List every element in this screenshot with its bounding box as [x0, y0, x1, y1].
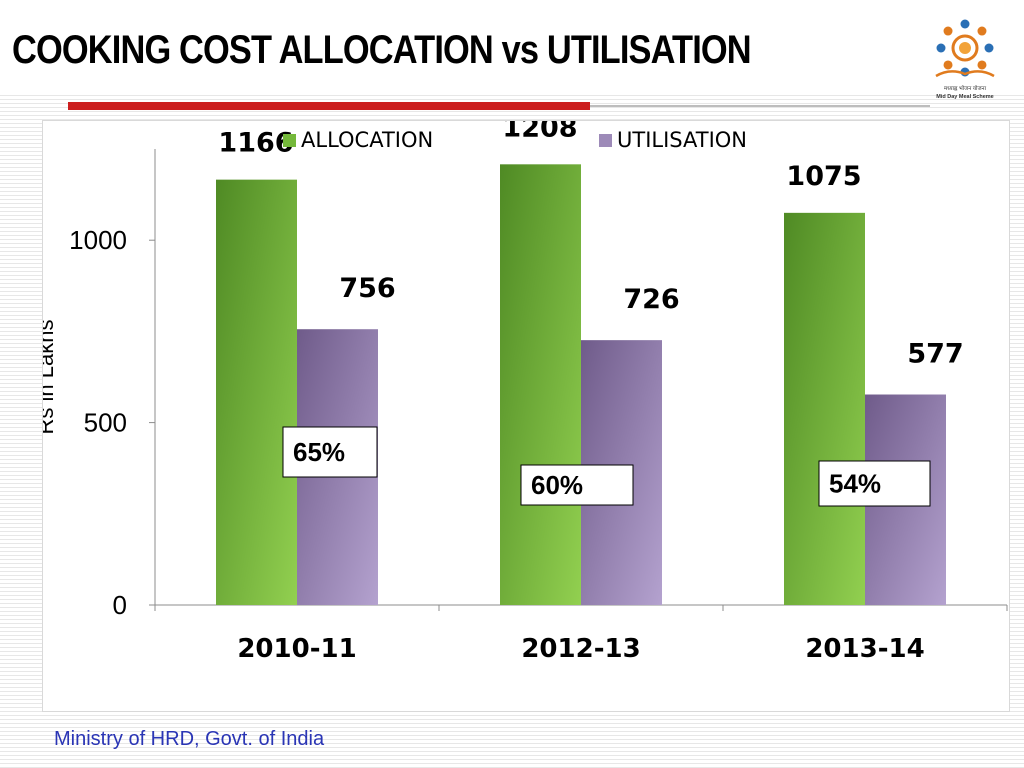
- x-tick-label-2013-14: 2013-14: [805, 634, 924, 664]
- legend-label-allocation: ALLOCATION: [301, 128, 433, 152]
- bar-allocation-2013-14: [784, 212, 865, 605]
- data-label-allocation-2010-11: 1166: [218, 128, 293, 159]
- logo-english-text: Mid Day Meal Scheme: [936, 94, 994, 100]
- legend-swatch-utilisation: [599, 134, 612, 147]
- logo-hindi-text: मध्याह्न भोजन योजना: [943, 86, 987, 92]
- y-tick-label: 1000: [69, 225, 127, 255]
- legend-swatch-allocation: [283, 134, 296, 147]
- x-tick-label-2010-11: 2010-11: [237, 634, 356, 664]
- y-axis-label: Rs in Lakhs: [43, 320, 58, 435]
- utilisation-percent-label: 65%: [293, 437, 345, 467]
- y-tick-label: 500: [84, 408, 127, 438]
- title-accent-rule: [68, 102, 590, 110]
- data-label-utilisation-2013-14: 577: [907, 339, 963, 370]
- data-label-utilisation-2010-11: 756: [339, 273, 395, 304]
- data-label-utilisation-2012-13: 726: [623, 284, 679, 315]
- chart-frame: 0 500 1000 Rs in Lakhs 1166 756 2010-11 65% 1208…: [33, 112, 1010, 712]
- footer-text: Ministry of HRD, Govt. of India: [54, 728, 325, 750]
- data-label-allocation-2012-13: 1208: [502, 121, 577, 143]
- y-tick-label: 0: [113, 590, 127, 620]
- x-tick-label-2012-13: 2012-13: [521, 634, 640, 664]
- data-label-allocation-2013-14: 1075: [786, 161, 861, 192]
- legend-label-utilisation: UTILISATION: [617, 128, 747, 152]
- bar-allocation-2010-11: [216, 179, 297, 606]
- mid-day-meal-logo: मध्याह्न भोजन योजना Mid Day Meal Scheme: [926, 14, 1004, 106]
- slide-title: COOKING COST ALLOCATION vs UTILISATION: [12, 28, 752, 72]
- title-band: [0, 0, 1024, 95]
- utilisation-percent-box: [520, 464, 634, 506]
- utilisation-percent-label: 60%: [531, 470, 583, 500]
- mid-day-meal-emblem-icon: [935, 19, 995, 78]
- utilisation-percent-label: 54%: [829, 469, 881, 499]
- bar-allocation-2012-13: [500, 164, 581, 605]
- title-thin-rule: [590, 105, 930, 107]
- bar-chart: 0 500 1000 Rs in Lakhs 1166 756 2010-11 65% 1208…: [33, 112, 1008, 664]
- utilisation-percent-box: [282, 426, 378, 478]
- utilisation-percent-box: [818, 460, 931, 507]
